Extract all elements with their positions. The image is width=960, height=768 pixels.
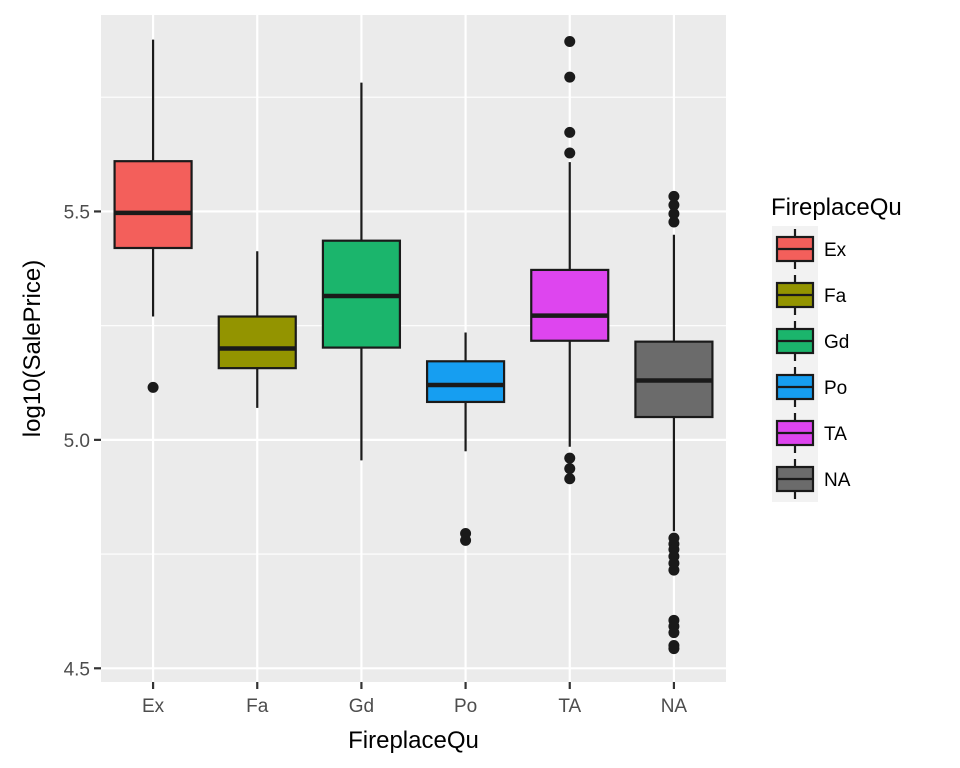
x-axis-title: FireplaceQu <box>348 727 479 754</box>
plot-panel <box>101 15 726 682</box>
legend-item-po: Po <box>772 364 847 410</box>
outlier-point <box>668 216 680 228</box>
box-body <box>113 160 193 250</box>
box-fa <box>217 251 297 408</box>
box-body <box>425 360 506 404</box>
box-ta <box>530 35 610 485</box>
x-tick-label: Gd <box>349 696 374 717</box>
box-series <box>113 35 714 655</box>
y-tick-label: 5.5 <box>64 202 90 223</box>
legend-title: FireplaceQu <box>771 194 902 221</box>
legend-item-ta: TA <box>772 410 847 456</box>
outlier-point <box>564 35 576 47</box>
x-tick-label: TA <box>558 696 581 717</box>
legend-label: Po <box>824 378 847 399</box>
x-axis: Ex Fa Gd Po TA NA <box>142 682 687 717</box>
y-axis: 4.5 5.0 5.5 <box>64 202 101 680</box>
x-tick-label: Ex <box>142 696 165 717</box>
legend-label: Ex <box>824 240 847 261</box>
legend-label: Gd <box>824 332 849 353</box>
outlier-point <box>564 463 576 475</box>
box-gd <box>321 82 402 461</box>
legend-label: Fa <box>824 286 847 307</box>
box-ex <box>113 39 193 393</box>
outlier-point <box>147 381 159 393</box>
x-tick-label: Fa <box>246 696 269 717</box>
legend-label: TA <box>824 424 847 445</box>
outlier-point <box>564 126 576 138</box>
outlier-point <box>564 71 576 83</box>
legend-label: NA <box>824 470 851 491</box>
y-axis-title: log10(SalePrice) <box>19 260 46 437</box>
box-body <box>217 315 297 370</box>
legend-item-ex: Ex <box>772 226 847 272</box>
outlier-point <box>668 643 680 655</box>
box-po <box>425 332 506 546</box>
outlier-point <box>460 534 472 546</box>
outlier-point <box>668 627 680 639</box>
outlier-point <box>668 208 680 220</box>
outlier-point <box>668 190 680 202</box>
legend-item-gd: Gd <box>772 318 849 364</box>
outlier-point <box>668 564 680 576</box>
outlier-point <box>668 199 680 211</box>
legend-item-fa: Fa <box>772 272 847 318</box>
box-body <box>530 268 610 342</box>
y-tick-label: 4.5 <box>64 659 90 680</box>
legend: FireplaceQu Ex Fa Gd Po TA NA <box>771 194 902 502</box>
legend-item-na: NA <box>772 456 851 502</box>
x-tick-label: NA <box>661 696 688 717</box>
outlier-point <box>564 147 576 159</box>
outlier-point <box>564 473 576 485</box>
x-tick-label: Po <box>454 696 477 717</box>
outlier-point <box>564 452 576 464</box>
y-tick-label: 5.0 <box>64 431 90 452</box>
box-na <box>634 190 714 655</box>
